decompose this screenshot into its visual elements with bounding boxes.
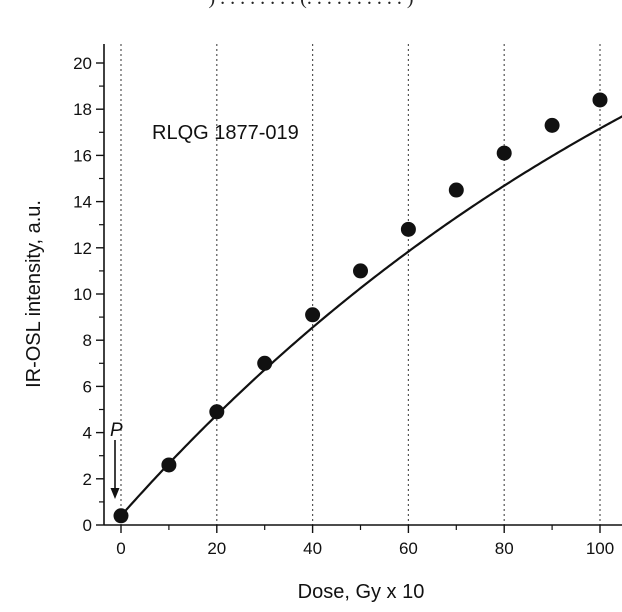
x-tick-label: 40 — [303, 539, 322, 558]
data-point — [353, 263, 368, 279]
y-axis-label: IR-OSL intensity, a.u. — [23, 200, 45, 388]
data-point — [257, 355, 273, 371]
x-tick-label: 80 — [495, 539, 514, 558]
sample-label: RLQG 1877-019 — [152, 122, 299, 144]
data-point — [113, 508, 129, 524]
p-marker-label: P — [110, 420, 123, 441]
data-point — [209, 404, 225, 420]
y-tick-label: 16 — [73, 146, 92, 165]
axes — [103, 44, 622, 526]
y-tick-label: 6 — [83, 377, 92, 396]
y-tick-label: 20 — [73, 54, 92, 73]
p-arrow — [110, 440, 120, 499]
fit-curve — [120, 115, 622, 517]
data-point — [448, 182, 464, 198]
data-point — [544, 117, 560, 133]
y-tick-label: 8 — [83, 331, 92, 350]
y-tick-label: 2 — [83, 470, 92, 489]
x-axis-label: Dose, Gy x 10 — [298, 581, 425, 603]
grid-lines — [120, 44, 601, 525]
y-tick-label: 0 — [83, 516, 92, 535]
y-tick-label: 4 — [83, 424, 92, 443]
y-tick-label: 12 — [73, 239, 92, 258]
x-tick-label: 60 — [399, 539, 418, 558]
x-axis-ticks: 0 20 40 60 80 100 — [116, 525, 614, 558]
cropped-caption: ) . . . . . . . . (. . . . . . . . . . ) — [0, 0, 622, 9]
data-point — [496, 145, 512, 161]
x-tick-label: 100 — [586, 539, 614, 558]
data-point — [592, 92, 608, 108]
data-point — [305, 307, 321, 323]
y-tick-label: 18 — [73, 100, 92, 119]
data-points — [113, 92, 608, 524]
x-tick-label: 0 — [116, 539, 125, 558]
data-point — [400, 221, 416, 237]
y-axis-ticks: 0 2 4 6 8 10 12 14 16 18 20 — [73, 54, 104, 535]
y-tick-label: 14 — [73, 193, 92, 212]
y-tick-label: 10 — [73, 285, 92, 304]
data-point — [161, 457, 177, 473]
x-tick-label: 20 — [207, 539, 226, 558]
